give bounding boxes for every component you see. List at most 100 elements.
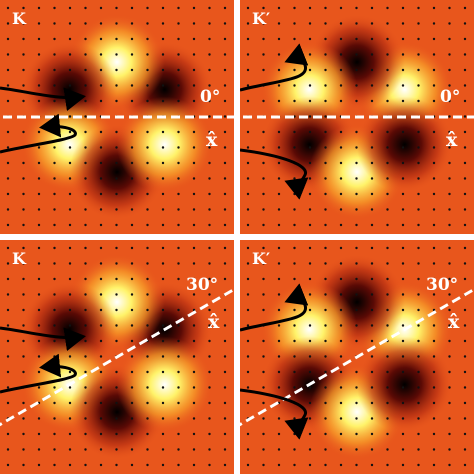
lattice-dot [130, 401, 134, 405]
lattice-dot [6, 401, 10, 405]
lattice-dot [246, 208, 250, 211]
lattice-dot [53, 130, 56, 134]
lattice-dot [84, 417, 87, 420]
lattice-dot [308, 262, 312, 265]
lattice-dot [53, 386, 56, 389]
lattice-dot [146, 223, 149, 227]
lattice-dot [223, 115, 227, 118]
lattice-dot [177, 339, 180, 343]
lattice-dot [308, 370, 312, 374]
lattice-dot [339, 401, 343, 405]
heatmap [240, 240, 474, 474]
lattice-dot [37, 448, 41, 451]
lattice-dot [161, 463, 165, 467]
lattice-dot [130, 355, 134, 358]
lattice-dot [192, 161, 196, 165]
lattice-dot [68, 53, 72, 56]
lattice-dot [246, 192, 250, 196]
lattice-dot [223, 177, 227, 180]
lattice-dot [339, 146, 343, 149]
lattice-dot [177, 277, 180, 281]
lattice-dot [53, 432, 56, 436]
lattice-dot [246, 53, 250, 56]
lattice-dot [293, 99, 296, 103]
lattice-dot [84, 432, 87, 436]
lattice-dot [208, 339, 211, 343]
lattice-dot [401, 84, 405, 87]
lattice-dot [339, 192, 343, 196]
lattice-dot [370, 293, 374, 296]
lattice-dot [448, 277, 451, 281]
lattice-dot [177, 68, 180, 72]
arrow [0, 113, 77, 154]
lattice-dot [53, 277, 56, 281]
lattice-dot [370, 208, 374, 211]
lattice-dot [68, 246, 72, 250]
lattice-dot [161, 370, 165, 374]
lattice-dot [161, 22, 165, 25]
lattice-dot [6, 223, 10, 227]
lobe [356, 336, 453, 433]
lattice-dot [130, 308, 134, 312]
lattice-dot [277, 386, 281, 389]
lattice-dot [262, 192, 265, 196]
lattice-dot [355, 192, 358, 196]
lattice-dot [99, 308, 103, 312]
lattice-dot [324, 68, 327, 72]
lattice-dot [277, 208, 281, 211]
lattice-dot [223, 22, 227, 25]
lattice-dot [115, 370, 118, 374]
lattice-dot [192, 463, 196, 467]
lattice-dot [339, 370, 343, 374]
heatmap [0, 0, 234, 234]
lattice-dot [161, 99, 165, 103]
lattice-dot [161, 246, 165, 250]
lattice-dot [37, 293, 41, 296]
lattice-dot [262, 386, 265, 389]
lattice-dot [146, 84, 149, 87]
lattice-dot [401, 130, 405, 134]
lattice-dot [308, 448, 312, 451]
lattice-dot [22, 401, 25, 405]
lattice-dot [277, 161, 281, 165]
lattice-dot [53, 53, 56, 56]
lattice-dot [192, 355, 196, 358]
lattice-dot [99, 246, 103, 250]
lattice-dot [308, 432, 312, 436]
lattice-dot [432, 53, 436, 56]
lobe [116, 96, 213, 193]
lattice-dot [324, 192, 327, 196]
lattice-dot [6, 246, 10, 250]
lattice-dot [246, 370, 250, 374]
lattice-dot [161, 262, 165, 265]
lattice-dot [417, 386, 420, 389]
lattice-dot [401, 177, 405, 180]
lattice-dot [386, 53, 389, 56]
lattice-dot [99, 84, 103, 87]
lattice-dot [339, 277, 343, 281]
lattice-dot [53, 417, 56, 420]
lattice-dot [293, 293, 296, 296]
lattice-dot [115, 277, 118, 281]
lattice-dot [308, 130, 312, 134]
lattice-dot [324, 6, 327, 10]
lattice-dot [370, 463, 374, 467]
lattice-dot [277, 308, 281, 312]
lattice-dot [432, 339, 436, 343]
lattice-dot [448, 115, 451, 118]
lattice-dot [68, 293, 72, 296]
lattice-dot [246, 223, 250, 227]
lattice-dot [324, 177, 327, 180]
lattice-dot [463, 401, 467, 405]
lattice-dot [339, 37, 343, 41]
lattice-dot [262, 223, 265, 227]
lattice-dot [53, 177, 56, 180]
lattice-dot [448, 22, 451, 25]
lattice-dot [146, 417, 149, 420]
arrow [0, 86, 86, 112]
lattice-dot [146, 308, 149, 312]
lattice-dot [324, 463, 327, 467]
lattice-dot [246, 68, 250, 72]
lattice-dot [448, 68, 451, 72]
lattice-dot [339, 339, 343, 343]
